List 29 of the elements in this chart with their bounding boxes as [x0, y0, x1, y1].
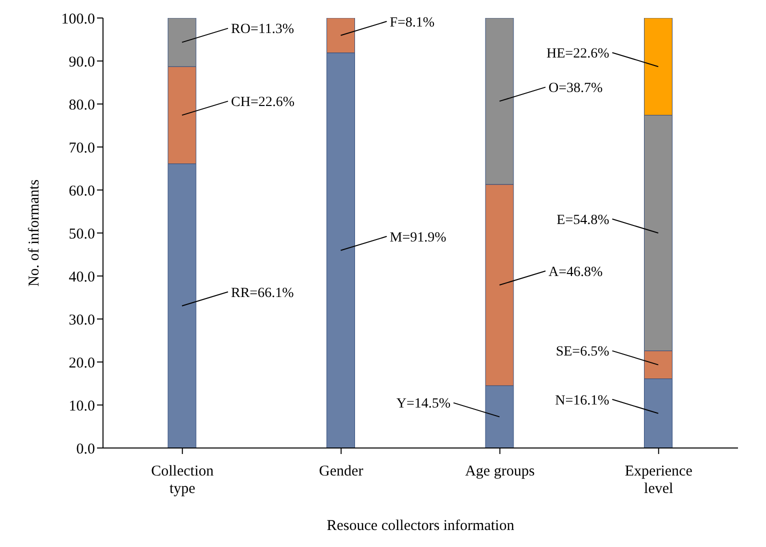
- y-tick-label: 50.0: [68, 226, 95, 242]
- x-tick-label: Age groups: [465, 464, 535, 480]
- y-tick-label: 60.0: [68, 183, 95, 200]
- y-tick-label: 0.0: [76, 441, 95, 458]
- y-tick-label: 70.0: [68, 140, 95, 156]
- y-tick-label: 100.0: [61, 11, 95, 28]
- y-tick-label: 80.0: [68, 97, 95, 114]
- y-tick-label: 30.0: [68, 312, 95, 328]
- x-tick-label: Experience level: [624, 464, 693, 497]
- data-label: HE=22.6%: [546, 46, 610, 62]
- y-tick-label: 10.0: [68, 398, 95, 414]
- x-tick-label: Gender: [319, 464, 364, 480]
- x-axis-title: Resouce collectors information: [326, 518, 515, 534]
- data-label: N=16.1%: [555, 393, 610, 408]
- data-label: SE=6.5%: [556, 344, 610, 360]
- data-label: F=8.1%: [390, 15, 435, 30]
- y-tick-label: 20.0: [68, 355, 95, 372]
- y-tick-label: 90.0: [68, 54, 95, 70]
- data-label: A=46.8%: [548, 264, 604, 280]
- x-tick-label: Collection type: [151, 464, 214, 497]
- y-axis-title: No. of informants: [26, 179, 42, 287]
- data-label: E=54.8%: [556, 212, 610, 228]
- data-label: CH=22.6%: [231, 95, 295, 110]
- y-tick-label: 40.0: [68, 269, 95, 286]
- data-label: RO=11.3%: [231, 22, 294, 38]
- data-label: RR=66.1%: [231, 286, 294, 301]
- data-label: M=91.9%: [390, 230, 447, 246]
- data-label: Y=14.5%: [396, 396, 451, 412]
- data-label: O=38.7%: [548, 81, 604, 96]
